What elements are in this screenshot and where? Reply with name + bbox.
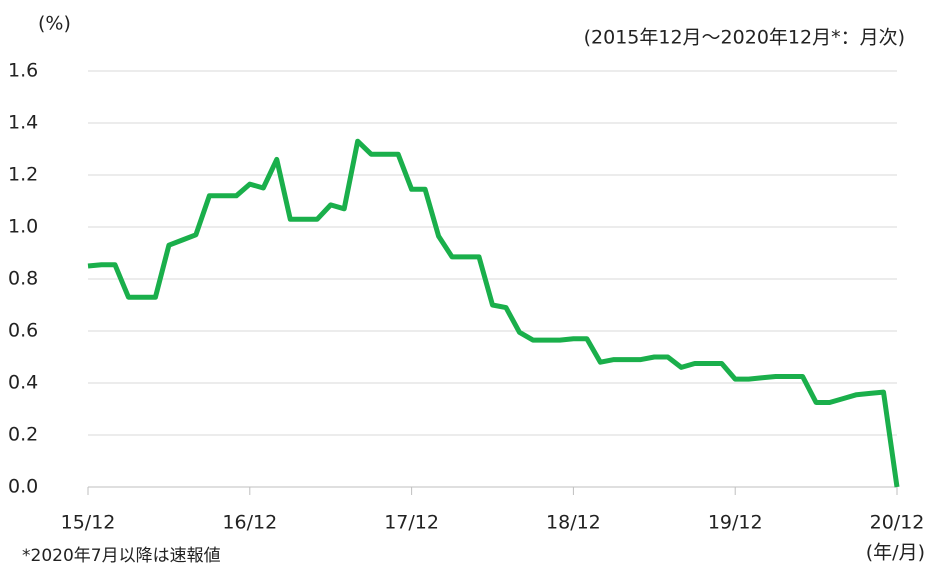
y-tick-label: 1.4 bbox=[8, 112, 38, 134]
y-tick-label: 1.6 bbox=[8, 60, 38, 82]
y-unit: (%) bbox=[38, 13, 71, 35]
y-tick-label: 1.0 bbox=[8, 216, 38, 238]
note: *2020年7月以降は速報値 bbox=[22, 546, 221, 566]
y-tick-label: 0.4 bbox=[8, 372, 38, 394]
x-tick-label: 15/12 bbox=[61, 512, 116, 534]
subtitle: (2015年12月～2020年12月*：月次) bbox=[584, 27, 905, 49]
data-line bbox=[87, 138, 900, 488]
x-tick-label: 17/12 bbox=[384, 512, 439, 534]
y-tick-label: 0.6 bbox=[8, 320, 38, 342]
y-tick-label: 0.0 bbox=[8, 476, 38, 498]
y-tick-label: 0.2 bbox=[8, 424, 38, 446]
x-tick-label: 18/12 bbox=[546, 512, 601, 534]
x-unit: (年/月) bbox=[866, 542, 925, 564]
x-tick-label: 20/12 bbox=[870, 512, 925, 534]
x-tick-label: 19/12 bbox=[708, 512, 763, 534]
y-tick-label: 0.8 bbox=[8, 268, 38, 290]
x-tick-label: 16/12 bbox=[222, 512, 277, 534]
y-tick-label: 1.2 bbox=[8, 164, 38, 186]
